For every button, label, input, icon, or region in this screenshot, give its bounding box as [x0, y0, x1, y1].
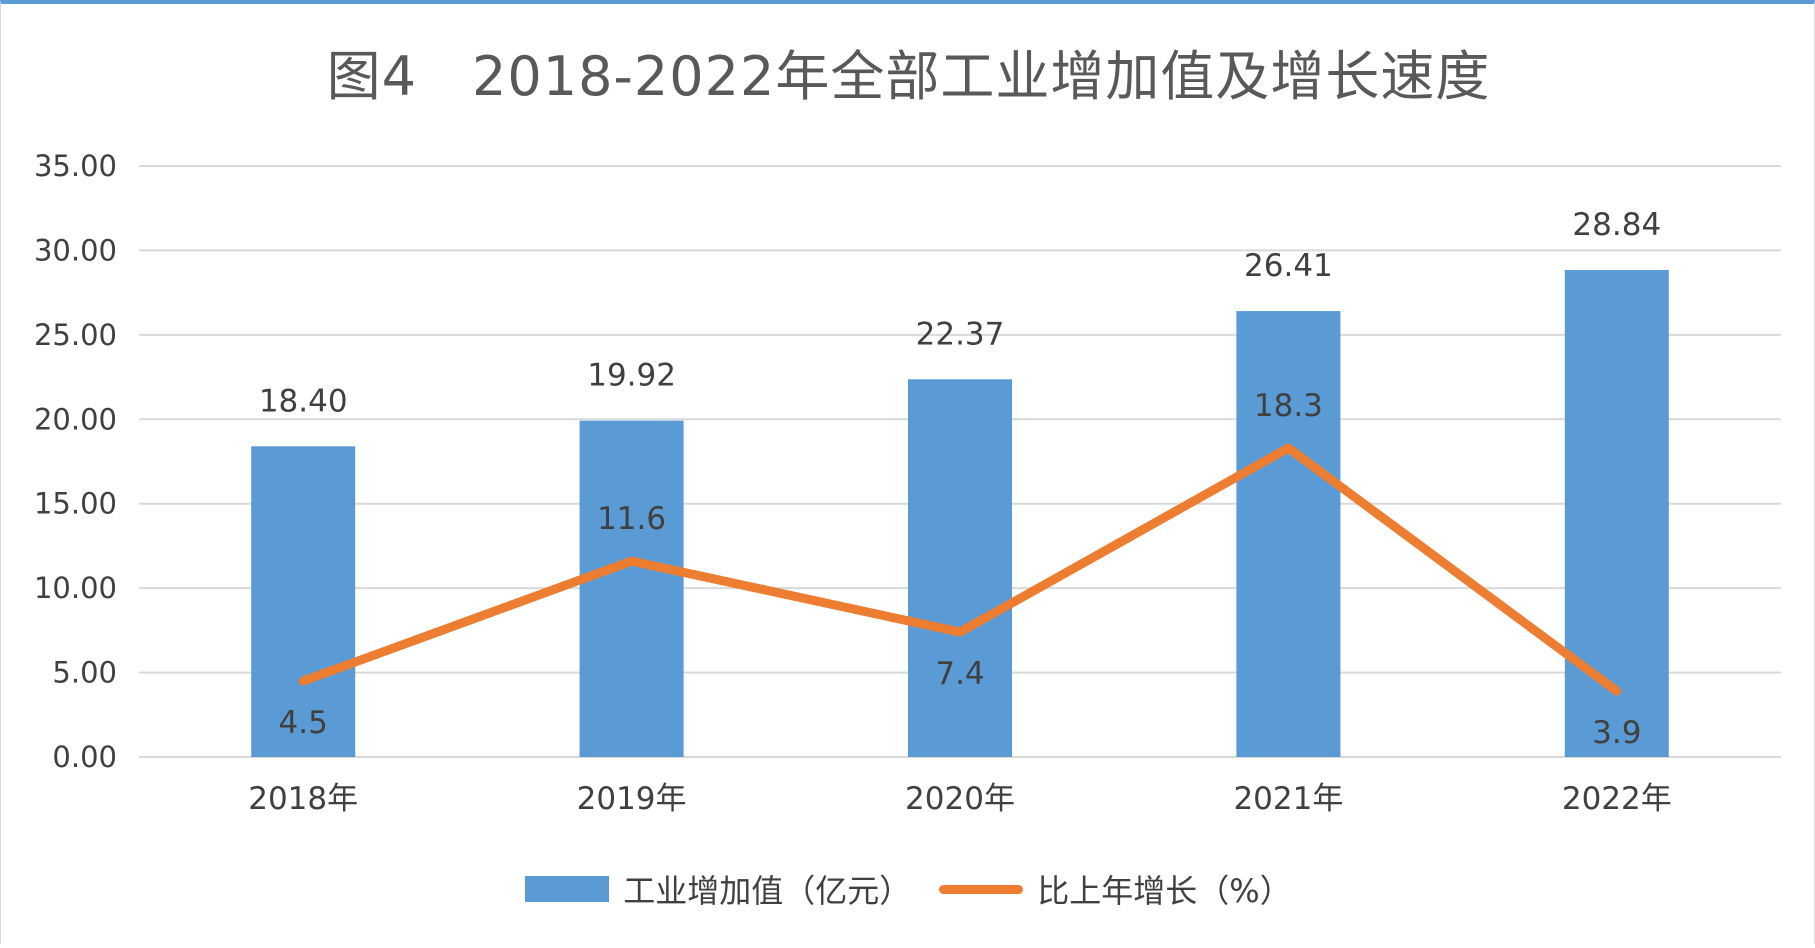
combo-chart: 0.00 5.00 10.00 15.00 20.00 25.00 30.00 35.00 1… — [34, 149, 1781, 817]
bar — [579, 420, 684, 757]
bar-data-label: 28.84 — [1572, 207, 1661, 243]
bar — [251, 446, 356, 757]
x-category-label: 2020年 — [905, 781, 1015, 817]
bar-data-label: 19.92 — [587, 358, 676, 394]
bar — [1236, 311, 1341, 757]
chart-title: 图4 2018-2022年全部工业增加值及增长速度 — [326, 45, 1491, 108]
x-category-label: 2018年 — [248, 781, 358, 817]
legend-item-bar: 工业增加值（亿元） — [525, 866, 911, 912]
y-tick-label: 15.00 — [34, 487, 117, 521]
bar — [1564, 270, 1669, 757]
line-data-label: 18.3 — [1254, 388, 1323, 424]
line-data-label: 7.4 — [935, 656, 984, 692]
y-tick-label: 5.00 — [52, 656, 117, 690]
line-point — [629, 559, 634, 564]
line-point — [1614, 689, 1619, 694]
y-tick-label: 20.00 — [34, 402, 117, 436]
bar-data-label: 26.41 — [1244, 248, 1333, 284]
legend-label-bar: 工业增加值（亿元） — [623, 872, 912, 910]
y-tick-label: 35.00 — [34, 149, 117, 183]
bar-data-label: 22.37 — [916, 316, 1005, 352]
legend-item-line: 比上年增长（%） — [939, 866, 1292, 912]
bar — [908, 379, 1012, 757]
line-point — [958, 630, 962, 635]
line-point — [1286, 445, 1291, 450]
chart-legend: 工业增加值（亿元） 比上年增长（%） — [1, 866, 1815, 912]
legend-swatch-bar — [525, 876, 610, 902]
y-tick-label: 10.00 — [34, 571, 117, 605]
line-point — [301, 679, 306, 684]
line-data-label: 3.9 — [1592, 715, 1641, 751]
y-tick-label: 25.00 — [34, 318, 117, 352]
line-data-label: 4.5 — [279, 705, 328, 741]
x-category-label: 2021年 — [1233, 781, 1343, 817]
bar-data-label: 18.40 — [259, 383, 348, 419]
x-category-label: 2022年 — [1562, 781, 1672, 817]
legend-label-line: 比上年增长（%） — [1037, 872, 1292, 910]
line-data-label: 11.6 — [597, 501, 666, 537]
y-tick-label: 30.00 — [34, 233, 117, 267]
legend-swatch-line — [939, 884, 1024, 894]
y-tick-label: 0.00 — [52, 740, 117, 774]
x-category-label: 2019年 — [577, 781, 687, 817]
